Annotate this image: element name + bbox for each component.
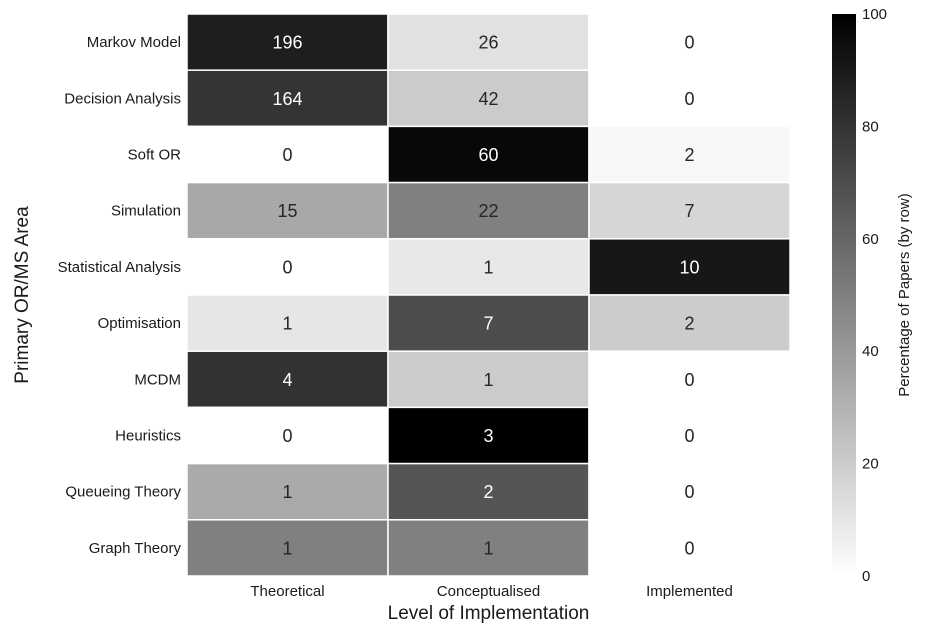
y-tick-label: Decision Analysis	[64, 90, 181, 107]
x-axis-title: Level of Implementation	[388, 603, 590, 624]
cell-value-label: 26	[478, 33, 498, 53]
heatmap-cell	[387, 125, 590, 184]
cell-value-label: 7	[483, 314, 493, 334]
cell-value-label: 196	[272, 33, 302, 53]
y-tick-label: Optimisation	[98, 315, 181, 332]
x-tick-label: Conceptualised	[437, 583, 540, 600]
heatmap-cell	[588, 519, 791, 577]
y-tick-labels: Markov Model Decision Analysis Soft OR Simu…	[58, 34, 182, 557]
colorbar-tick-label: 80	[862, 118, 879, 135]
colorbar-tick-label: 0	[862, 568, 870, 585]
y-tick-label: Statistical Analysis	[58, 259, 181, 276]
heatmap-cell	[387, 294, 590, 352]
cell-value-label: 1	[282, 538, 292, 558]
cell-value-label: 1	[282, 482, 292, 502]
heatmap-cell	[186, 13, 389, 71]
colorbar-gradient	[832, 14, 856, 576]
y-tick-label: Graph Theory	[89, 540, 182, 557]
y-tick-label: Queueing Theory	[65, 484, 181, 501]
colorbar-tick-label: 60	[862, 231, 879, 248]
heatmap-cell	[186, 406, 389, 465]
cell-value-label: 2	[684, 314, 694, 334]
cell-value-label: 0	[684, 33, 694, 53]
cell-value-label: 42	[478, 89, 498, 109]
cell-value-label: 7	[684, 201, 694, 221]
cell-value-label: 0	[282, 257, 292, 277]
cell-value-label: 1	[483, 370, 493, 390]
x-tick-labels: Theoretical Conceptualised Implemented	[250, 583, 732, 600]
cell-value-label: 0	[684, 89, 694, 109]
colorbar-tick-label: 40	[862, 343, 879, 360]
cell-value-label: 0	[684, 370, 694, 390]
cell-value-label: 0	[282, 145, 292, 165]
cell-value-label: 2	[684, 145, 694, 165]
heatmap-cell	[588, 294, 791, 352]
cell-value-label: 15	[277, 201, 297, 221]
heatmap-cell	[387, 13, 590, 71]
cell-value-label: 2	[483, 482, 493, 502]
heatmap-cell	[588, 462, 791, 521]
colorbar: 0 20 40 60 80 100 Percentage of Papers (by ro…	[832, 6, 913, 585]
heatmap-cell	[588, 181, 791, 240]
cell-value-label: 10	[679, 257, 699, 277]
cell-value-label: 1	[483, 257, 493, 277]
heatmap-cell	[588, 69, 791, 128]
heatmap-cell	[588, 350, 791, 409]
heatmap-cell	[387, 406, 590, 465]
cell-value-label: 22	[478, 201, 498, 221]
heatmap-cell	[186, 350, 389, 409]
cell-value-label: 0	[684, 482, 694, 502]
heatmap-cell	[588, 406, 791, 465]
colorbar-tick-label: 100	[862, 6, 887, 23]
y-tick-label: Markov Model	[87, 34, 181, 51]
cell-value-label: 3	[483, 426, 493, 446]
y-tick-label: MCDM	[134, 371, 181, 388]
cell-value-label: 4	[282, 370, 292, 390]
cell-value-label: 0	[282, 426, 292, 446]
heatmap-cells	[186, 13, 791, 577]
heatmap-cell	[186, 519, 389, 577]
y-tick-label: Soft OR	[128, 147, 182, 164]
colorbar-tick-label: 20	[862, 456, 879, 473]
y-tick-label: Heuristics	[115, 428, 181, 445]
x-tick-label: Implemented	[646, 583, 733, 600]
y-axis-title: Primary OR/MS Area	[12, 206, 33, 384]
cell-value-label: 0	[684, 538, 694, 558]
cell-value-label: 1	[282, 314, 292, 334]
cell-value-label: 164	[272, 89, 302, 109]
heatmap-cell	[186, 181, 389, 240]
heatmap-cell	[186, 462, 389, 521]
y-tick-label: Simulation	[111, 203, 181, 220]
cell-value-label: 1	[483, 538, 493, 558]
cell-value-label: 0	[684, 426, 694, 446]
heatmap-cell	[387, 238, 590, 296]
heatmap-cell	[588, 13, 791, 71]
cell-value-label: 60	[478, 145, 498, 165]
heatmap-cell	[387, 350, 590, 409]
x-tick-label: Theoretical	[250, 583, 324, 600]
colorbar-title: Percentage of Papers (by row)	[896, 193, 913, 396]
heatmap-cell	[387, 519, 590, 577]
heatmap-cell	[186, 294, 389, 352]
colorbar-ticks: 0 20 40 60 80 100	[862, 6, 887, 585]
